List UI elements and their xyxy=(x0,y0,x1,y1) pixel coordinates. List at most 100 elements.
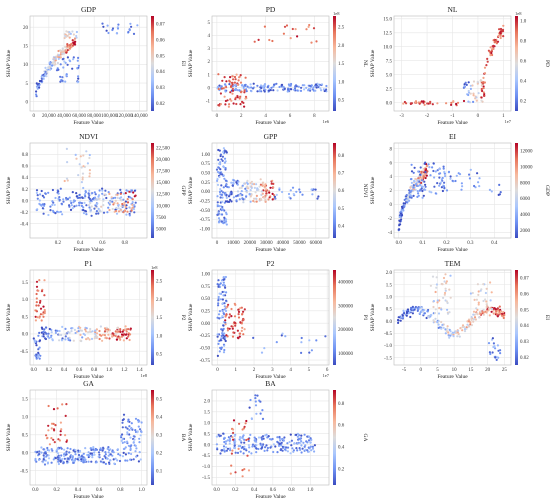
data-point xyxy=(134,429,137,432)
data-point xyxy=(45,75,48,78)
data-point xyxy=(261,181,265,184)
data-point xyxy=(292,450,295,453)
data-point xyxy=(57,438,60,441)
data-point xyxy=(223,348,226,352)
data-point xyxy=(414,101,417,104)
data-point xyxy=(59,433,62,436)
colorbar-tick-label: 22,500 xyxy=(156,146,170,151)
data-point xyxy=(273,83,276,86)
y-tick-label: 0 xyxy=(26,100,29,105)
data-point xyxy=(230,99,233,102)
data-point xyxy=(72,201,75,204)
data-point xyxy=(51,64,54,67)
data-point xyxy=(72,42,75,45)
data-point xyxy=(93,196,97,199)
data-point xyxy=(444,328,447,331)
data-point xyxy=(61,52,64,56)
data-point xyxy=(221,159,224,162)
data-point xyxy=(239,436,242,439)
data-point xyxy=(275,82,278,85)
data-point xyxy=(89,199,92,202)
data-point xyxy=(293,88,296,91)
data-point xyxy=(123,333,126,336)
data-point xyxy=(249,195,252,198)
y-axis-label: SHAP Value xyxy=(6,176,12,204)
data-point xyxy=(232,179,235,182)
data-point xyxy=(84,191,87,194)
data-point xyxy=(229,449,232,452)
data-point xyxy=(72,199,76,202)
data-point xyxy=(36,197,39,200)
data-point xyxy=(56,61,60,65)
scatter-points xyxy=(34,403,143,466)
data-point xyxy=(224,309,228,313)
data-point xyxy=(35,82,38,85)
data-point xyxy=(97,212,100,215)
data-point xyxy=(72,56,75,59)
data-point xyxy=(492,312,495,315)
x-tick-label: 0.6 xyxy=(270,488,277,493)
data-point xyxy=(89,210,92,213)
data-point xyxy=(126,431,129,434)
data-point xyxy=(101,449,104,452)
data-point xyxy=(86,453,89,457)
x-tick-label: 30000 xyxy=(260,241,273,246)
data-point xyxy=(83,201,86,204)
data-point xyxy=(267,198,270,201)
data-point xyxy=(239,440,242,443)
data-point xyxy=(398,215,401,219)
data-point xyxy=(413,166,416,169)
data-point xyxy=(35,95,38,98)
data-point xyxy=(124,209,127,213)
data-point xyxy=(128,206,131,209)
y-tick-label: 1.5 xyxy=(22,281,29,286)
data-point xyxy=(128,28,131,32)
data-point xyxy=(456,101,460,104)
data-point xyxy=(218,149,221,152)
data-point xyxy=(310,349,313,352)
data-point xyxy=(88,330,91,333)
data-point xyxy=(249,185,252,188)
data-point xyxy=(264,446,267,449)
data-point xyxy=(125,213,128,216)
x-tick-label: 0.4 xyxy=(75,488,82,493)
data-point xyxy=(478,177,481,180)
data-point xyxy=(290,439,293,442)
data-point xyxy=(223,313,226,316)
data-point xyxy=(79,326,82,329)
data-point xyxy=(250,452,253,455)
data-point xyxy=(52,408,56,411)
data-point xyxy=(40,189,43,193)
data-point xyxy=(467,318,471,321)
data-point xyxy=(436,182,439,185)
data-point xyxy=(64,61,67,64)
data-point xyxy=(64,45,67,49)
data-point xyxy=(119,328,122,331)
data-point xyxy=(299,441,302,444)
data-point xyxy=(241,435,244,438)
colorbar-tick-label: 2000 xyxy=(520,229,531,234)
data-point xyxy=(38,453,41,456)
data-point xyxy=(442,296,445,299)
data-point xyxy=(45,332,48,335)
data-point xyxy=(61,79,64,82)
data-point xyxy=(283,448,287,451)
data-point xyxy=(486,57,489,61)
colorbar-tick-label: 10000 xyxy=(520,165,533,170)
data-point xyxy=(64,80,67,83)
data-point xyxy=(43,456,46,459)
data-point xyxy=(424,171,427,174)
data-point xyxy=(73,205,76,208)
data-point xyxy=(103,334,106,337)
data-point xyxy=(259,84,263,87)
x-axis-label: Feature Value xyxy=(73,120,104,126)
data-point xyxy=(38,340,41,343)
data-point xyxy=(414,188,417,191)
data-point xyxy=(412,186,415,189)
data-point xyxy=(88,189,91,192)
y-tick-label: -0.75 xyxy=(200,218,211,223)
data-point xyxy=(431,103,434,106)
data-point xyxy=(432,300,435,303)
data-point xyxy=(133,435,136,438)
data-point xyxy=(242,452,245,455)
